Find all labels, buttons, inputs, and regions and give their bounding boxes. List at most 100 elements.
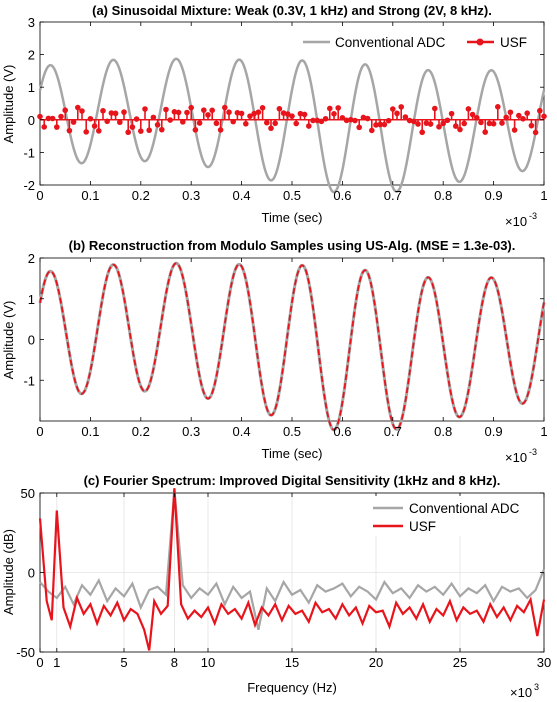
panel-c-title: (c) Fourier Spectrum: Improved Digital S…	[84, 473, 501, 488]
panel-a-xtick-label: 0.3	[182, 188, 200, 203]
panel-a-xtick-label: 0.8	[434, 188, 452, 203]
usf-stem-marker	[448, 110, 455, 117]
usf-stem-marker	[217, 127, 224, 133]
usf-stem-marker	[133, 116, 140, 122]
usf-stem-marker	[432, 105, 438, 112]
usf-stem-marker	[369, 127, 375, 134]
usf-stem-marker	[163, 106, 169, 113]
usf-stem-marker	[83, 129, 89, 135]
panel-a: (a) Sinusoidal Mixture: Weak (0.3V, 1 kH…	[1, 3, 548, 229]
usf-stem-marker	[49, 115, 56, 122]
usf-stem-marker	[297, 110, 304, 117]
panel-c: (c) Fourier Spectrum: Improved Digital S…	[1, 473, 551, 700]
usf-stem-marker	[175, 109, 182, 116]
usf-stem-marker	[356, 124, 363, 131]
reconstructed-signal-line	[39, 262, 545, 431]
usf-stem-marker	[423, 120, 430, 126]
usf-stem-marker	[75, 104, 81, 111]
usf-stem-marker	[146, 127, 152, 134]
usf-stem-marker	[91, 123, 98, 129]
usf-stem-marker	[511, 127, 518, 133]
panel-a-ytick-label: -2	[23, 178, 35, 193]
usf-stem-marker	[209, 107, 215, 114]
panel-b-xtick-label: 0.6	[333, 424, 351, 439]
usf-stem-marker	[62, 107, 68, 114]
usf-stem-marker	[104, 118, 110, 125]
usf-stem-marker	[507, 109, 514, 116]
usf-stem-marker	[234, 109, 241, 116]
panel-c-xtick-label: 20	[369, 655, 383, 670]
usf-stem-marker	[230, 118, 236, 125]
usf-stem-marker	[37, 113, 43, 120]
legend-c-usf-label: USF	[409, 519, 436, 534]
usf-stem-marker	[184, 109, 190, 116]
usf-stem-marker	[335, 105, 342, 111]
panel-c-exp-base: 10	[518, 685, 532, 700]
panel-b-xtick-label: 0	[36, 424, 43, 439]
usf-stem-marker	[440, 120, 447, 127]
panel-a-title: (a) Sinusoidal Mixture: Weak (0.3V, 1 kH…	[92, 3, 492, 18]
panel-a-ytick-label: 0	[28, 113, 35, 128]
usf-stem-marker	[301, 111, 308, 118]
svg-text:×10: ×10	[505, 214, 527, 229]
usf-stem-marker	[503, 114, 510, 121]
usf-stem-marker	[41, 124, 47, 130]
usf-stem-marker	[453, 123, 459, 129]
panel-b-xtick-label: 0.7	[384, 424, 402, 439]
panel-b-xtick-label: 0.2	[132, 424, 150, 439]
usf-stem-marker	[117, 119, 123, 126]
usf-stem-marker	[495, 104, 501, 110]
usf-stem-marker	[243, 120, 249, 127]
usf-stem-marker	[45, 115, 52, 122]
usf-stem-marker	[348, 116, 354, 123]
panel-c-xtick-label: 0	[36, 655, 43, 670]
legend-usf-marker	[476, 38, 484, 46]
usf-stem-marker	[159, 126, 165, 133]
panel-c-exp-power: 3	[534, 682, 539, 692]
usf-stem-marker	[537, 107, 543, 114]
panel-a-ytick-label: 3	[28, 15, 35, 30]
usf-stem-marker	[377, 121, 384, 128]
usf-stem-marker	[486, 120, 493, 127]
panel-c-legend: Conventional ADC USF	[368, 496, 543, 536]
panel-c-xtick-label: 8	[171, 655, 178, 670]
panel-a-exp-times: ×	[505, 214, 513, 229]
usf-stem-marker	[436, 123, 442, 130]
panel-b-ylabel: Amplitude (V)	[1, 301, 16, 380]
panel-a-xtick-label: 0.9	[485, 188, 503, 203]
usf-stem-marker	[293, 120, 300, 127]
usf-stem-marker	[444, 117, 451, 124]
panel-c-ylabel: Amplitude (dB)	[1, 529, 16, 615]
usf-stem-marker	[125, 129, 131, 136]
original-signal-line	[38, 261, 546, 432]
usf-stem-marker	[268, 125, 274, 132]
usf-stem-marker	[499, 120, 505, 126]
usf-stem-marker	[205, 112, 211, 118]
usf-stem-marker	[461, 120, 468, 127]
svg-text:×10: ×10	[510, 685, 532, 700]
panel-a-xlabel: Time (sec)	[262, 210, 323, 225]
usf-stem-marker	[171, 109, 178, 115]
usf-stem-marker	[469, 111, 476, 118]
usf-stem-marker	[129, 124, 136, 130]
usf-stem-marker	[331, 111, 337, 117]
legend-c-adc-label: Conventional ADC	[409, 501, 520, 516]
usf-stem-marker	[264, 119, 270, 126]
panel-a-ylabel: Amplitude (V)	[1, 65, 16, 144]
usf-stem-marker	[79, 108, 85, 114]
adc-signal-line	[38, 57, 546, 194]
legend-adc-label: Conventional ADC	[335, 35, 446, 50]
usf-stem-marker	[87, 115, 94, 122]
panel-b-xtick-label: 0.3	[182, 424, 200, 439]
usf-stem-marker	[360, 114, 367, 121]
usf-stem-marker	[352, 117, 358, 124]
usf-stem-marker	[314, 117, 321, 124]
usf-stem-marker	[58, 113, 64, 120]
panel-c-ytick-label: 50	[21, 486, 35, 501]
usf-stem-marker	[247, 113, 253, 119]
panel-b-ticks: 0 0.1 0.2 0.3 0.4 0.5 0.6 0.7 0.8 0.9 1 -1 0 1 2	[23, 251, 547, 439]
usf-stem-marker	[516, 112, 522, 119]
panel-b-x-exponent: ×10 -3	[505, 447, 537, 465]
panel-c-ytick-label: 0	[28, 566, 35, 581]
panel-c-ytick-label: -50	[16, 645, 35, 660]
